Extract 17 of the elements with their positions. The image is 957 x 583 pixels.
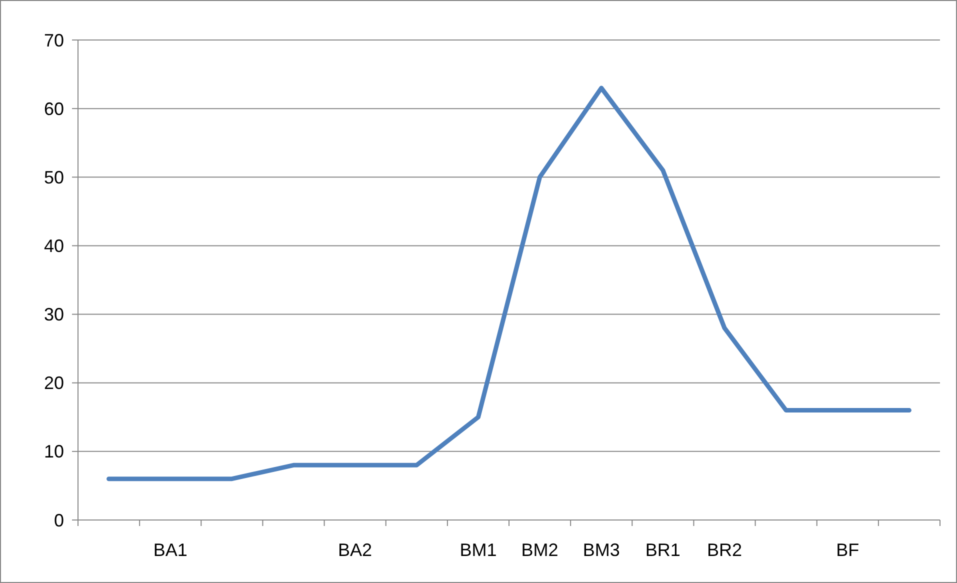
x-tick-label: BM2 bbox=[521, 540, 558, 560]
x-tick-label: BR1 bbox=[645, 540, 680, 560]
y-tick-label: 50 bbox=[44, 167, 64, 188]
y-tick-label: 20 bbox=[44, 373, 64, 394]
x-tick-label: BR2 bbox=[706, 540, 742, 560]
y-tick-label: 70 bbox=[44, 30, 64, 50]
y-tick-label: 10 bbox=[44, 442, 64, 462]
line-series bbox=[106, 86, 912, 482]
y-tick-label: 60 bbox=[44, 98, 64, 119]
x-tick-label: BM1 bbox=[460, 540, 497, 560]
y-tick-label: 30 bbox=[44, 304, 64, 325]
x-tick-label: BA1 bbox=[153, 540, 188, 560]
x-tick-label: BF bbox=[836, 540, 860, 560]
y-tick-label: 0 bbox=[54, 510, 64, 530]
x-tick-label: BM3 bbox=[582, 540, 620, 560]
y-tick-label: 40 bbox=[44, 236, 64, 256]
x-tick-label: BA2 bbox=[338, 540, 372, 560]
